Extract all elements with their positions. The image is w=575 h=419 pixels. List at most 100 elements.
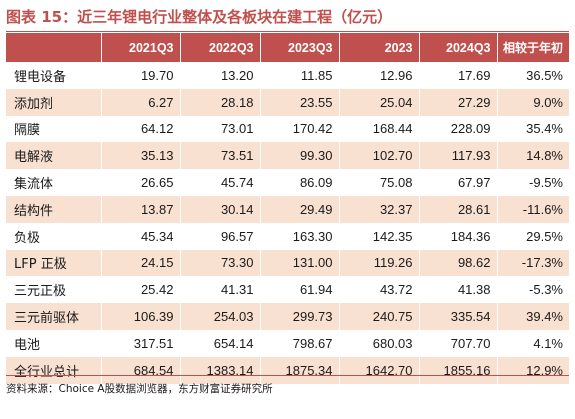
value-cell: 1383.14 <box>180 356 261 384</box>
value-cell: 184.36 <box>419 222 498 250</box>
value-cell: 680.03 <box>339 329 420 357</box>
row-label-cell: 隔膜 <box>6 115 102 143</box>
row-label-cell: 集流体 <box>6 169 102 196</box>
table-row: 添加剂 6.27 28.18 23.55 25.04 27.29 9.0% <box>6 88 569 116</box>
bottom-divider <box>6 375 569 376</box>
value-cell: 75.08 <box>339 169 420 196</box>
value-cell: 168.44 <box>339 115 420 143</box>
table-row: LFP 正极 24.15 73.30 131.00 119.26 98.62 -17.3% <box>6 249 569 277</box>
value-cell: 4.1% <box>533 335 563 351</box>
value-cell: 64.12 <box>101 115 181 143</box>
value-cell: 163.30 <box>260 222 340 250</box>
value-cell: 684.54 <box>101 356 181 384</box>
row-label-cell: 三元前驱体 <box>6 303 102 330</box>
value-cell: 73.51 <box>180 142 261 170</box>
source-note: 资料来源：Choice A股数据浏览器，东方财富证券研究所 <box>6 383 273 395</box>
value-cell: -11.6% <box>497 195 569 223</box>
value-cell: 73.30 <box>180 249 261 277</box>
table-row: 集流体 26.65 45.74 86.09 75.08 67.97 -9.5% <box>6 169 569 196</box>
value-cell: 13.87 <box>101 195 181 223</box>
value-cell: 19.70 <box>101 62 181 89</box>
value-cell: 27.29 <box>419 88 498 116</box>
column-header: 2021Q3 <box>101 33 181 62</box>
value-cell: 12.9% <box>497 356 569 384</box>
value-cell: 23.55 <box>260 88 340 116</box>
column-header <box>6 33 102 62</box>
table-row: 锂电设备 19.70 13.20 11.85 12.96 17.69 36.5% <box>6 62 569 89</box>
value-cell: 36.5% <box>526 67 563 83</box>
table-row: 电池 317.51 654.14 798.67 680.03 707.70 4.1% <box>6 329 569 357</box>
table-row: 结构件 13.87 30.14 29.49 32.37 28.61 -11.6% <box>6 195 569 223</box>
value-cell: 9.0% <box>497 88 569 116</box>
row-label-cell: 全行业总计 <box>6 356 102 384</box>
value-cell: 25.42 <box>101 276 181 304</box>
value-cell: 73.01 <box>180 115 261 143</box>
value-cell: 14.8% <box>497 142 569 170</box>
row-label-cell: 添加剂 <box>6 88 102 116</box>
value-cell: 13.20 <box>180 62 261 89</box>
table-row: 电解液 35.13 73.51 99.30 102.70 117.93 14.8% <box>6 142 569 170</box>
value-cell: 30.14 <box>180 195 261 223</box>
value-cell: 131.00 <box>260 249 340 277</box>
row-label-cell: 电解液 <box>6 142 102 170</box>
value-cell: 41.38 <box>419 276 498 304</box>
table-row: 隔膜 64.12 73.01 170.42 168.44 228.09 35.4% <box>6 115 569 143</box>
value-cell: 98.62 <box>419 249 498 277</box>
column-header: 2023 <box>339 33 420 62</box>
value-cell: 254.03 <box>180 303 261 330</box>
value-cell: 29.49 <box>260 195 340 223</box>
value-cell: 106.39 <box>101 303 181 330</box>
value-cell: 299.73 <box>260 303 340 330</box>
figure-title: 图表 15：近三年锂电行业整体及各板块在建工程（亿元） <box>6 8 393 26</box>
column-header: 2022Q3 <box>180 33 261 62</box>
value-cell: 240.75 <box>339 303 420 330</box>
value-cell: 228.09 <box>419 115 498 143</box>
table-row: 负极 45.34 96.57 163.30 142.35 184.36 29.5% <box>6 222 569 250</box>
table-row: 三元前驱体 106.39 254.03 299.73 240.75 335.54 39.4% <box>6 303 569 330</box>
value-cell: 45.74 <box>180 169 261 196</box>
value-cell: 96.57 <box>180 222 261 250</box>
row-label-cell: 三元正极 <box>6 276 102 304</box>
value-cell: 6.27 <box>101 88 181 116</box>
value-cell: 119.26 <box>339 249 420 277</box>
value-cell: 335.54 <box>419 303 498 330</box>
value-cell: 102.70 <box>339 142 420 170</box>
value-cell: 654.14 <box>180 329 261 357</box>
value-cell: 317.51 <box>101 329 181 357</box>
value-cell: 35.4% <box>526 121 563 137</box>
value-cell: 25.04 <box>339 88 420 116</box>
row-label-cell: 负极 <box>6 222 102 250</box>
value-cell: 26.65 <box>101 169 181 196</box>
value-cell: 41.31 <box>180 276 261 304</box>
value-cell: 32.37 <box>339 195 420 223</box>
value-cell: 28.18 <box>180 88 261 116</box>
value-cell: 142.35 <box>339 222 420 250</box>
value-cell: 29.5% <box>526 228 563 244</box>
value-cell: 1855.16 <box>419 356 498 384</box>
value-cell: 39.4% <box>497 303 569 330</box>
value-cell: 28.61 <box>419 195 498 223</box>
value-cell: 17.69 <box>419 62 498 89</box>
row-label-cell: 电池 <box>6 329 102 357</box>
value-cell: 45.34 <box>101 222 181 250</box>
row-label-cell: 锂电设备 <box>6 62 102 89</box>
value-cell: -17.3% <box>497 249 569 277</box>
value-cell: -5.3% <box>529 282 563 298</box>
column-header: 2023Q3 <box>260 33 340 62</box>
value-cell: 707.70 <box>419 329 498 357</box>
value-cell: 61.94 <box>260 276 340 304</box>
value-cell: 117.93 <box>419 142 498 170</box>
row-label-cell: 结构件 <box>6 195 102 223</box>
value-cell: 43.72 <box>339 276 420 304</box>
value-cell: 11.85 <box>260 62 340 89</box>
value-cell: 12.96 <box>339 62 420 89</box>
value-cell: 67.97 <box>419 169 498 196</box>
value-cell: 1642.70 <box>339 356 420 384</box>
column-header: 相较于年初 <box>497 33 569 62</box>
value-cell: 24.15 <box>101 249 181 277</box>
value-cell: 798.67 <box>260 329 340 357</box>
value-cell: 35.13 <box>101 142 181 170</box>
value-cell: 170.42 <box>260 115 340 143</box>
value-cell: 99.30 <box>260 142 340 170</box>
